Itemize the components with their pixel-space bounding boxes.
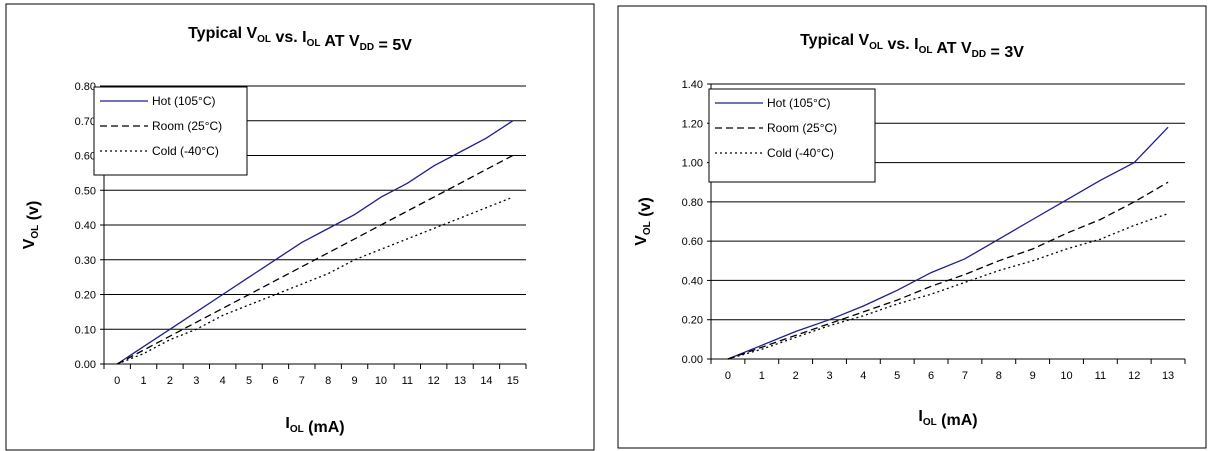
legend-label: Cold (-40°C) [767, 146, 834, 160]
legend-box [93, 86, 248, 176]
x-tick-label: 8 [325, 375, 331, 387]
chart-3v: Typical VOL vs. IOL AT VDD = 3V 0.00 0.20 0… [617, 5, 1207, 449]
x-tick-label: 11 [402, 375, 413, 387]
x-tick-label: 7 [962, 370, 968, 382]
y-tick-label: 0.60 [682, 236, 703, 248]
chart-panel-3v: Typical VOL vs. IOL AT VDD = 3V 0.00 0.20 0… [612, 0, 1209, 451]
y-tick-label: 1.00 [682, 158, 703, 170]
legend-label: Room (25°C) [767, 121, 837, 135]
y-axis-label: VOL (v) [633, 197, 654, 246]
chart-panel-5v: Typical VOL vs. IOL AT VDD = 5V 0.00 0.10 0… [0, 0, 600, 451]
x-tick-label: 2 [167, 375, 173, 387]
x-axis-label: IOL (mA) [918, 408, 977, 429]
legend-label: Room (25°C) [152, 119, 222, 133]
y-tick-label: 0.40 [75, 220, 96, 232]
legend-box [708, 88, 876, 183]
x-tick-label: 12 [428, 375, 440, 387]
x-tick-label: 14 [480, 375, 492, 387]
x-tick-label: 7 [299, 375, 305, 387]
x-tick-label: 10 [1060, 370, 1072, 382]
y-tick-label: 0.20 [682, 315, 703, 327]
series-line-1 [116, 120, 514, 365]
x-axis-label: IOL (mA) [285, 415, 344, 436]
series-line-3 [116, 196, 514, 365]
y-axis-label: VOL (v) [21, 201, 42, 250]
y-tick-label: 0.40 [682, 275, 703, 287]
y-tick-label: 1.40 [682, 79, 703, 91]
legend-label: Cold (-40°C) [152, 144, 219, 158]
chart-title: Typical VOL vs. IOL AT VDD = 3V [800, 32, 1024, 61]
y-tick-label: 0.80 [682, 197, 703, 209]
x-tick-label: 10 [375, 375, 387, 387]
y-tick-label: 1.20 [682, 118, 703, 130]
x-tick-label: 3 [193, 375, 199, 387]
series-line-2 [116, 154, 514, 365]
chart-title: Typical VOL vs. IOL AT VDD = 5V [188, 25, 412, 54]
x-tick-label: 0 [114, 375, 120, 387]
y-tick-label: 0.50 [75, 185, 96, 197]
chart-frame [617, 5, 1207, 449]
x-tick-label: 5 [894, 370, 900, 382]
x-tick-label: 13 [454, 375, 466, 387]
x-tick-label: 13 [1162, 370, 1174, 382]
y-tick-label: 0.70 [75, 116, 96, 128]
y-tick-label: 0.10 [75, 324, 96, 336]
x-tick-label: 4 [860, 370, 866, 382]
y-tick-label: 0.00 [75, 359, 96, 371]
x-tick-label: 11 [1095, 370, 1106, 382]
y-tick-label: 0.30 [75, 255, 96, 267]
x-tick-label: 2 [793, 370, 799, 382]
series-line-3 [727, 212, 1169, 360]
x-tick-label: 5 [246, 375, 252, 387]
x-tick-label: 6 [272, 375, 278, 387]
series-line-2 [727, 181, 1169, 360]
chart-5v: Typical VOL vs. IOL AT VDD = 5V 0.00 0.10 0… [5, 3, 595, 451]
x-tick-label: 8 [996, 370, 1002, 382]
x-tick-label: 0 [725, 370, 731, 382]
legend-label: Hot (105°C) [767, 96, 831, 110]
x-tick-label: 1 [141, 375, 147, 387]
x-tick-label: 1 [759, 370, 765, 382]
x-tick-label: 12 [1128, 370, 1140, 382]
y-tick-label: 0.20 [75, 290, 96, 302]
series-line-1 [727, 126, 1169, 360]
y-tick-label: 0.00 [682, 354, 703, 366]
x-tick-label: 6 [928, 370, 934, 382]
x-tick-label: 15 [507, 375, 519, 387]
x-tick-label: 4 [220, 375, 226, 387]
x-tick-label: 3 [826, 370, 832, 382]
legend-label: Hot (105°C) [152, 94, 216, 108]
x-tick-label: 9 [1030, 370, 1036, 382]
y-tick-label: 0.60 [75, 151, 96, 163]
y-tick-label: 0.80 [75, 81, 96, 93]
x-tick-label: 9 [352, 375, 358, 387]
